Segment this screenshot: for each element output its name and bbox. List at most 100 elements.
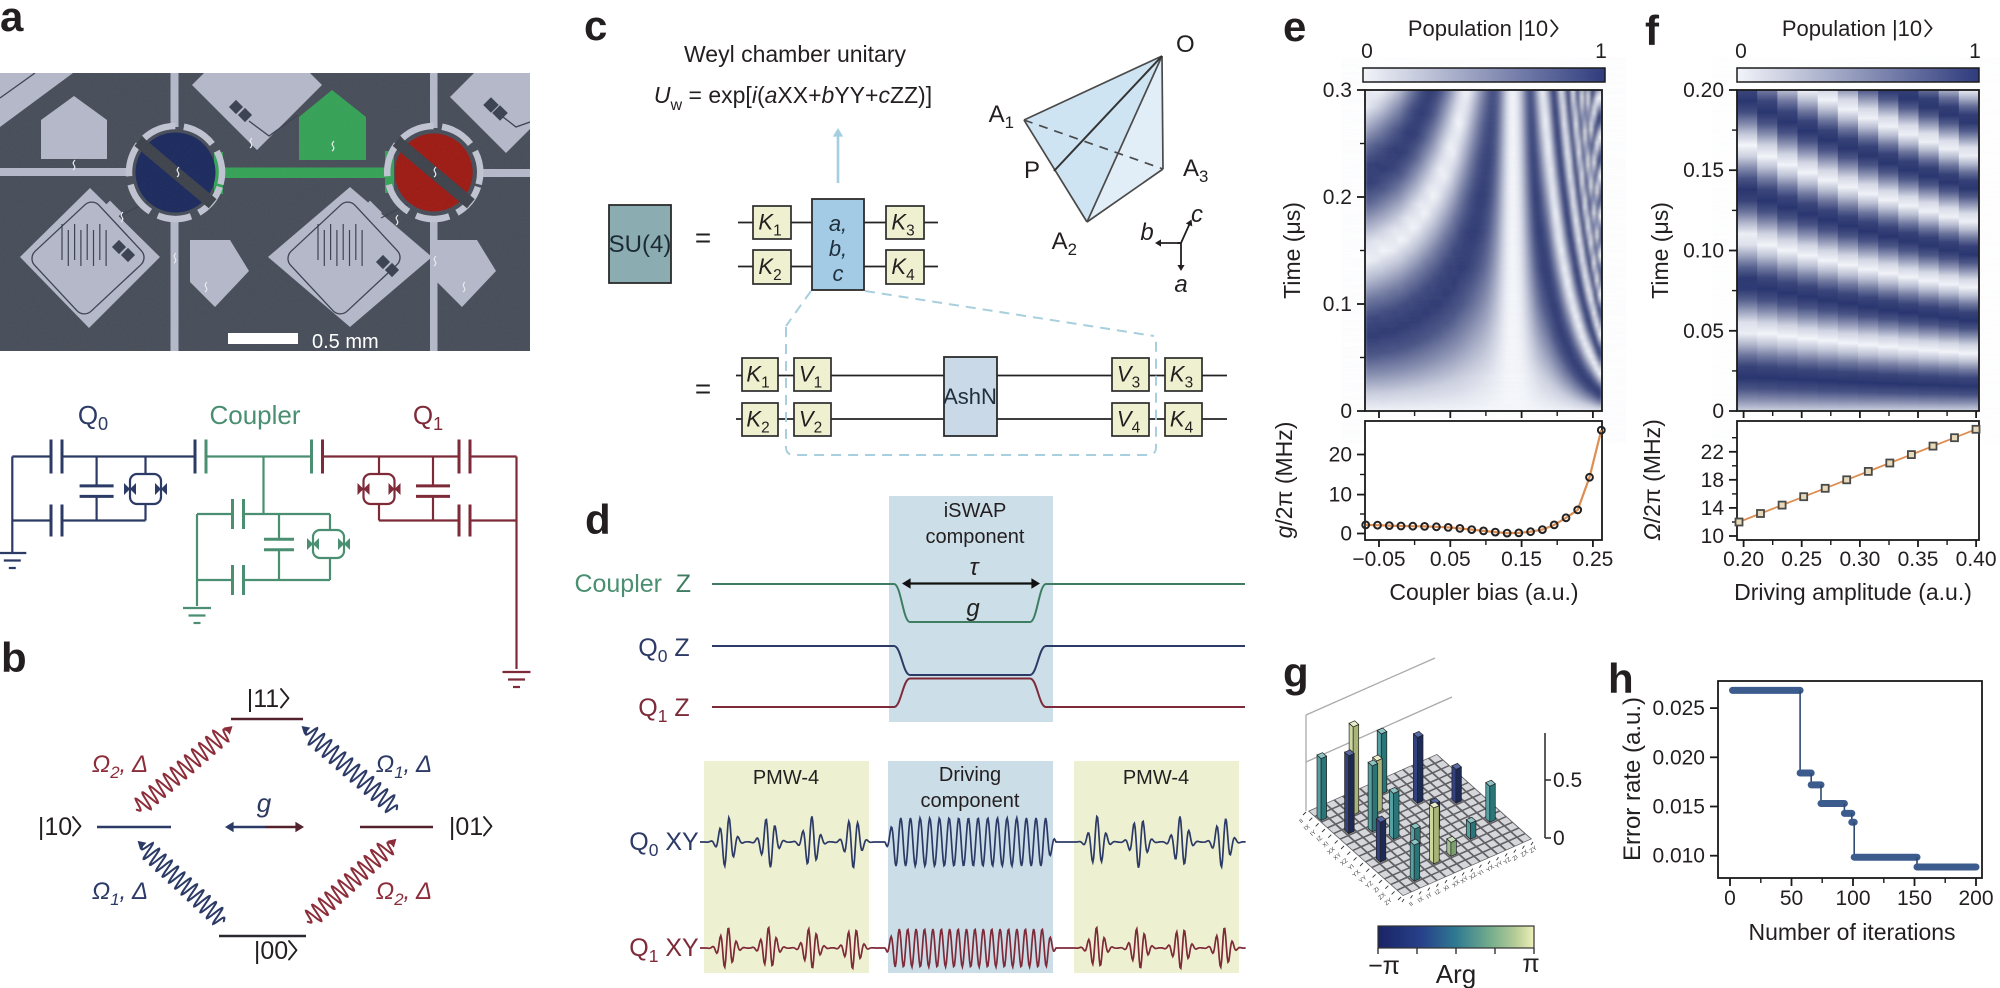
svg-text:|01: |01 [449, 813, 483, 841]
svg-text:0.5 mm: 0.5 mm [312, 331, 379, 353]
svg-text:0.40: 0.40 [1956, 548, 1997, 571]
svg-text:0.35: 0.35 [1898, 548, 1939, 571]
svg-text:Weyl chamber unitary: Weyl chamber unitary [684, 41, 906, 67]
svg-text:PMW-4: PMW-4 [1123, 767, 1189, 789]
svg-text:YY: YY [1358, 875, 1368, 885]
svg-text:c: c [833, 261, 844, 286]
svg-text:component: component [921, 790, 1020, 812]
svg-text:f: f [1645, 7, 1660, 54]
svg-text:Q0 Z: Q0 Z [638, 634, 689, 666]
svg-text:Q1 XY: Q1 XY [629, 934, 699, 966]
svg-text:g: g [966, 595, 980, 622]
svg-text:Z: Z [676, 570, 691, 598]
svg-text:XI: XI [1443, 884, 1451, 892]
svg-text:0.15: 0.15 [1683, 159, 1724, 182]
svg-text:Population |10: Population |10 [1782, 16, 1922, 41]
svg-text:A3: A3 [1183, 155, 1208, 186]
svg-text:XZ: XZ [1340, 858, 1350, 868]
svg-text:XX: XX [1451, 879, 1461, 889]
svg-text:AshN: AshN [943, 384, 997, 409]
svg-text:−π: −π [1368, 952, 1400, 980]
svg-text:Ω/2π (MHz): Ω/2π (MHz) [1639, 419, 1665, 541]
svg-text:Number of iterations: Number of iterations [1748, 919, 1955, 945]
svg-text:18: 18 [1701, 469, 1724, 492]
svg-text:Time (μs): Time (μs) [1279, 202, 1305, 299]
svg-text:0.25: 0.25 [1781, 548, 1822, 571]
svg-text:0.015: 0.015 [1652, 796, 1705, 819]
svg-text:=: = [695, 222, 711, 253]
svg-text:IZ: IZ [1316, 835, 1324, 843]
svg-text:0.30: 0.30 [1839, 548, 1880, 571]
svg-text:YY: YY [1494, 860, 1504, 870]
svg-text:0: 0 [1553, 827, 1565, 850]
svg-text:g/2π (MHz): g/2π (MHz) [1271, 422, 1297, 539]
svg-text:component: component [926, 526, 1025, 548]
svg-text:Q1: Q1 [413, 400, 443, 434]
svg-text:Q1 Z: Q1 Z [638, 694, 689, 726]
svg-text:ZI: ZI [1373, 886, 1381, 894]
svg-text:K4: K4 [1170, 407, 1194, 437]
svg-text:XI: XI [1322, 841, 1330, 849]
svg-text:Population |10: Population |10 [1408, 16, 1548, 41]
svg-text:YX: YX [1486, 864, 1496, 874]
svg-text:Uw = exp[i(aXX+bYY+cZZ)]: Uw = exp[i(aXX+bYY+cZZ)] [654, 82, 932, 114]
svg-text:|11: |11 [247, 685, 279, 713]
svg-text:Coupler: Coupler [574, 570, 662, 598]
svg-text:h: h [1608, 655, 1634, 702]
svg-text:a: a [1174, 271, 1187, 298]
svg-text:0.025: 0.025 [1652, 697, 1705, 720]
svg-text:PMW-4: PMW-4 [753, 767, 819, 789]
svg-text:100: 100 [1835, 887, 1870, 910]
svg-text:IY: IY [1426, 892, 1434, 900]
svg-text:g: g [257, 788, 272, 818]
svg-text:0.20: 0.20 [1683, 79, 1724, 102]
svg-text:YZ: YZ [1503, 857, 1513, 867]
svg-text:XZ: XZ [1469, 872, 1479, 882]
svg-text:Q0: Q0 [78, 400, 108, 434]
svg-text:ZX: ZX [1520, 849, 1530, 859]
svg-text:22: 22 [1701, 441, 1724, 464]
svg-text:0.3: 0.3 [1323, 79, 1352, 102]
svg-text:Coupler: Coupler [209, 400, 300, 430]
svg-text:K4: K4 [891, 254, 915, 284]
svg-text:0.05: 0.05 [1430, 548, 1471, 571]
svg-text:b: b [1140, 219, 1153, 246]
svg-text:A2: A2 [1052, 228, 1077, 259]
svg-text:V2: V2 [799, 407, 822, 437]
svg-text:XY: XY [1333, 852, 1343, 862]
svg-text:0.05: 0.05 [1683, 320, 1724, 343]
svg-text:K3: K3 [891, 210, 914, 240]
svg-text:0: 0 [1724, 887, 1736, 910]
svg-text:Coupler bias (a.u.): Coupler bias (a.u.) [1389, 579, 1578, 605]
svg-text:P: P [1024, 157, 1040, 184]
svg-text:1: 1 [1969, 40, 1981, 63]
svg-text:K3: K3 [1170, 362, 1193, 392]
svg-text:Error rate (a.u.): Error rate (a.u.) [1619, 697, 1646, 861]
svg-text:IY: IY [1309, 830, 1317, 838]
svg-text:0.15: 0.15 [1501, 548, 1542, 571]
svg-text:d: d [585, 496, 611, 543]
svg-text:YI: YI [1477, 869, 1485, 877]
svg-text:10: 10 [1701, 525, 1724, 548]
svg-text:Driving: Driving [939, 764, 1001, 786]
svg-text:0.20: 0.20 [1723, 548, 1764, 571]
svg-text:0: 0 [1712, 400, 1724, 423]
svg-text:|00: |00 [254, 937, 288, 965]
svg-text:XX: XX [1327, 847, 1337, 857]
svg-text:A1: A1 [989, 101, 1014, 132]
svg-text:g: g [1283, 649, 1309, 696]
svg-text:50: 50 [1780, 887, 1803, 910]
svg-text:10: 10 [1329, 484, 1352, 507]
svg-text:Time (μs): Time (μs) [1647, 202, 1673, 299]
svg-text:π: π [1522, 950, 1539, 978]
svg-text:0.020: 0.020 [1652, 746, 1705, 769]
svg-text:=: = [695, 373, 711, 404]
svg-text:a: a [0, 0, 24, 40]
svg-text:Driving amplitude (a.u.): Driving amplitude (a.u.) [1734, 579, 1972, 605]
svg-text:O: O [1176, 31, 1195, 58]
svg-text:ZI: ZI [1512, 854, 1520, 862]
svg-text:SU(4): SU(4) [609, 231, 672, 258]
svg-text:0.25: 0.25 [1572, 548, 1613, 571]
svg-text:Ω1, Δ: Ω1, Δ [92, 878, 148, 909]
svg-text:150: 150 [1897, 887, 1932, 910]
